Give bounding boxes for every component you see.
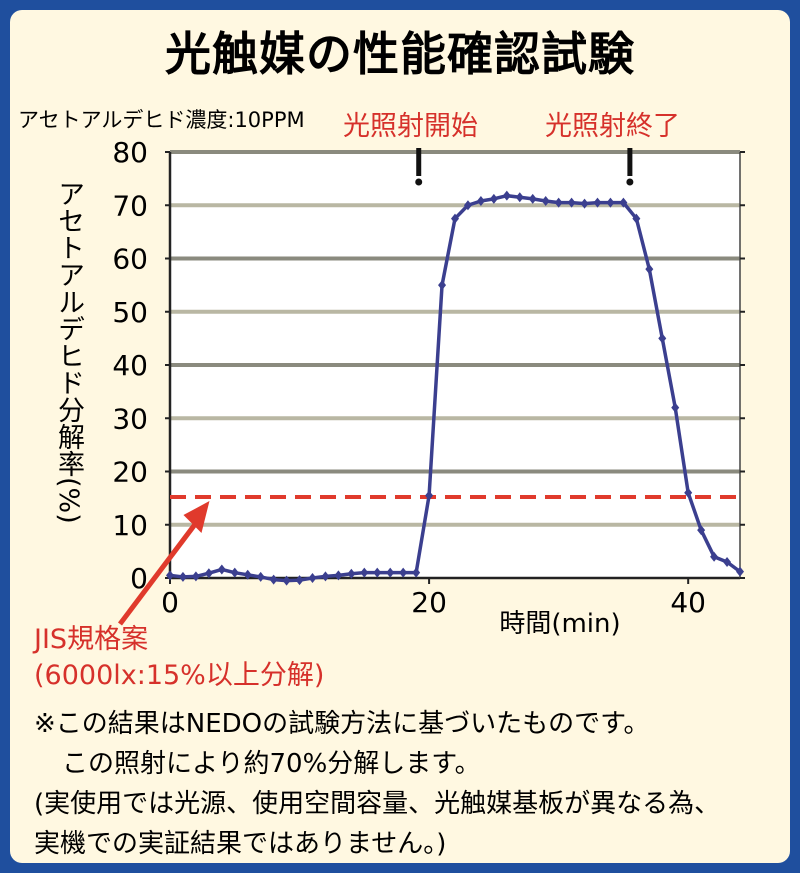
data-point bbox=[528, 193, 537, 204]
data-point bbox=[308, 573, 317, 583]
data-point bbox=[554, 197, 563, 208]
data-point bbox=[645, 264, 654, 275]
y-tick-label: 70 bbox=[112, 189, 148, 222]
arrow-head bbox=[183, 501, 210, 534]
data-point bbox=[321, 571, 330, 582]
y-tick-label: 40 bbox=[112, 349, 148, 382]
arrow-shaft bbox=[118, 519, 200, 626]
light-start-label: 光照射開始 bbox=[343, 111, 478, 142]
note-line-1: ※この結果はNEDOの試験方法に基づいたものです。 bbox=[34, 709, 650, 739]
y-tick-labels: 0 10 20 30 40 50 60 70 80 bbox=[112, 136, 745, 595]
data-point bbox=[386, 567, 395, 578]
data-point bbox=[671, 402, 680, 413]
data-point bbox=[567, 197, 576, 208]
jis-condition: (6000lx:15%以上分解) bbox=[34, 660, 325, 691]
data-point bbox=[684, 487, 693, 498]
event-markers bbox=[415, 148, 634, 186]
data-point bbox=[178, 571, 187, 582]
data-point bbox=[451, 213, 459, 224]
data-point bbox=[489, 193, 498, 204]
data-point bbox=[166, 570, 174, 581]
x-tick-labels: 0 20 40 bbox=[161, 578, 706, 619]
data-point bbox=[425, 490, 434, 501]
x-tick-label: 40 bbox=[670, 586, 706, 619]
page-title: 光触媒の性能確認試験 bbox=[165, 27, 635, 81]
data-point bbox=[580, 198, 589, 209]
data-point bbox=[697, 525, 706, 536]
data-point bbox=[619, 197, 628, 208]
data-point bbox=[295, 575, 304, 586]
data-point bbox=[593, 197, 602, 208]
data-point bbox=[723, 557, 732, 568]
light-end-label: 光照射終了 bbox=[545, 111, 680, 142]
data-point bbox=[502, 190, 511, 201]
data-point bbox=[710, 551, 719, 562]
data-point bbox=[243, 569, 252, 580]
data-point bbox=[736, 566, 744, 577]
data-point bbox=[256, 571, 265, 582]
notes: ※この結果はNEDOの試験方法に基づいたものです。 この照射により約70%分解し… bbox=[34, 704, 720, 864]
y-tick-label: 30 bbox=[112, 402, 148, 435]
decomposition-series bbox=[166, 190, 744, 586]
data-point bbox=[632, 213, 641, 224]
data-point bbox=[360, 567, 369, 578]
x-axis-label: 時間(min) bbox=[499, 609, 620, 639]
data-point bbox=[217, 564, 226, 575]
data-point bbox=[269, 574, 278, 585]
note-line-3: (実使用では光源、使用空間容量、光触媒基板が異なる為、 bbox=[34, 789, 721, 819]
data-point bbox=[282, 575, 291, 586]
jis-annotation: JIS規格案 (6000lx:15%以上分解) bbox=[34, 622, 324, 694]
data-point bbox=[658, 333, 667, 344]
data-point bbox=[476, 195, 485, 206]
event-marker-dot bbox=[626, 178, 634, 186]
data-point bbox=[515, 192, 524, 203]
note-line-4: 実機での実証結果ではありません。) bbox=[34, 829, 447, 859]
y-tick-label: 20 bbox=[112, 456, 148, 489]
x-tick-label: 0 bbox=[161, 586, 179, 619]
data-point bbox=[373, 567, 382, 578]
y-tick-label: 10 bbox=[112, 509, 148, 542]
data-point bbox=[541, 195, 550, 206]
jis-arrow bbox=[118, 501, 210, 626]
y-tick-label: 80 bbox=[112, 136, 148, 169]
data-point bbox=[334, 570, 343, 581]
data-point bbox=[412, 567, 421, 578]
data-point bbox=[399, 567, 408, 578]
y-tick-label: 0 bbox=[130, 562, 148, 595]
data-point bbox=[463, 200, 472, 211]
data-point bbox=[438, 280, 447, 291]
gridlines bbox=[170, 150, 740, 527]
concentration-label: アセトアルデヒド濃度:10PPM bbox=[18, 108, 305, 132]
y-tick-label: 60 bbox=[112, 243, 148, 276]
note-line-2: この照射により約70%分解します。 bbox=[62, 749, 481, 779]
data-point bbox=[204, 568, 213, 579]
x-tick-label: 20 bbox=[411, 586, 447, 619]
data-point bbox=[606, 197, 615, 208]
data-point bbox=[347, 568, 356, 579]
data-point bbox=[191, 571, 200, 582]
event-marker-dot bbox=[415, 178, 423, 186]
y-tick-label: 50 bbox=[112, 296, 148, 329]
jis-label: JIS規格案 bbox=[34, 624, 149, 655]
data-point bbox=[230, 567, 239, 578]
y-axis-label: アセトアルデヒド分解率(%) bbox=[53, 180, 84, 524]
